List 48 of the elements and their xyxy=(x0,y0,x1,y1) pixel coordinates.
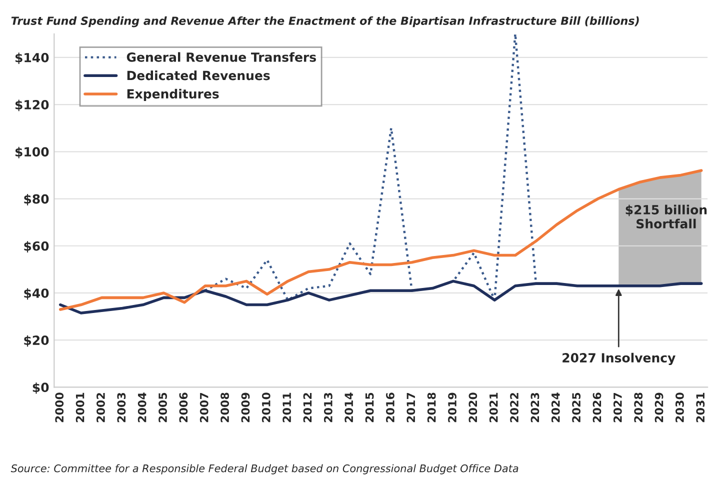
x-tick-label: 2007 xyxy=(200,392,208,422)
x-tick-label: 2009 xyxy=(241,392,250,422)
y-tick-label: $0 xyxy=(32,382,49,394)
y-tick-label: $20 xyxy=(24,335,49,347)
x-tick-label: 2029 xyxy=(654,392,664,422)
y-tick-label: $40 xyxy=(24,288,49,300)
x-tick-label: 2023 xyxy=(530,392,540,422)
x-tick-label: 2002 xyxy=(96,393,105,422)
legend-label: General Revenue Transfers xyxy=(126,52,316,62)
legend-label: Dedicated Revenues xyxy=(127,70,270,80)
x-tick-label: 2028 xyxy=(634,392,643,422)
x-tick-label: 2003 xyxy=(117,392,126,422)
x-tick-label: 2004 xyxy=(138,392,146,422)
x-tick-label: 2018 xyxy=(427,392,436,422)
x-tick-label: 2006 xyxy=(179,392,188,422)
x-tick-label: 2012 xyxy=(303,393,312,422)
x-tick-label: 2021 xyxy=(489,392,498,422)
x-tick-label: 2010 xyxy=(262,392,270,422)
y-tick-label: $60 xyxy=(24,241,49,252)
x-tick-label: 2030 xyxy=(676,392,684,422)
x-tick-label: 2026 xyxy=(592,392,602,422)
y-tick-label: $140 xyxy=(15,52,49,64)
x-tick-label: 2011 xyxy=(282,392,292,422)
annotation: 2027 Insolvency xyxy=(562,352,676,366)
x-tick-label: 2000 xyxy=(55,392,64,422)
chart-title: Trust Fund Spending and Revenue After the Enactment of the Bipartisan Infrastructure Bill (billions) xyxy=(11,16,639,28)
x-tick-label: 2031 xyxy=(696,392,705,422)
legend-label: Expenditures xyxy=(127,88,219,101)
line-series xyxy=(58,280,703,314)
x-tick-label: 2019 xyxy=(448,392,456,422)
x-tick-label: 2017 xyxy=(406,392,416,422)
x-tick-label: 2016 xyxy=(386,392,394,422)
y-tick-label: $120 xyxy=(15,100,49,112)
x-tick-label: 2015 xyxy=(365,392,374,422)
x-tick-label: 2014 xyxy=(344,392,354,422)
x-tick-label: 2001 xyxy=(76,392,84,422)
y-tick-label: $80 xyxy=(24,194,49,206)
x-tick-label: 2025 xyxy=(572,392,581,422)
x-tick-label: 2027 xyxy=(613,392,622,422)
x-tick-label: 2024 xyxy=(551,392,560,422)
x-tick-label: 2020 xyxy=(468,392,478,422)
source-note: Source: Committee for a Responsible Federal Budget based on Congressional Budget Office Data xyxy=(10,464,518,474)
band-label: $215 billion Shortfall xyxy=(626,204,707,228)
x-tick-label: 2022 xyxy=(510,393,518,422)
y-tick-label: $100 xyxy=(15,146,49,158)
x-tick-label: 2005 xyxy=(158,392,167,422)
x-tick-label: 2008 xyxy=(220,392,229,422)
x-tick-label: 2013 xyxy=(324,392,332,422)
